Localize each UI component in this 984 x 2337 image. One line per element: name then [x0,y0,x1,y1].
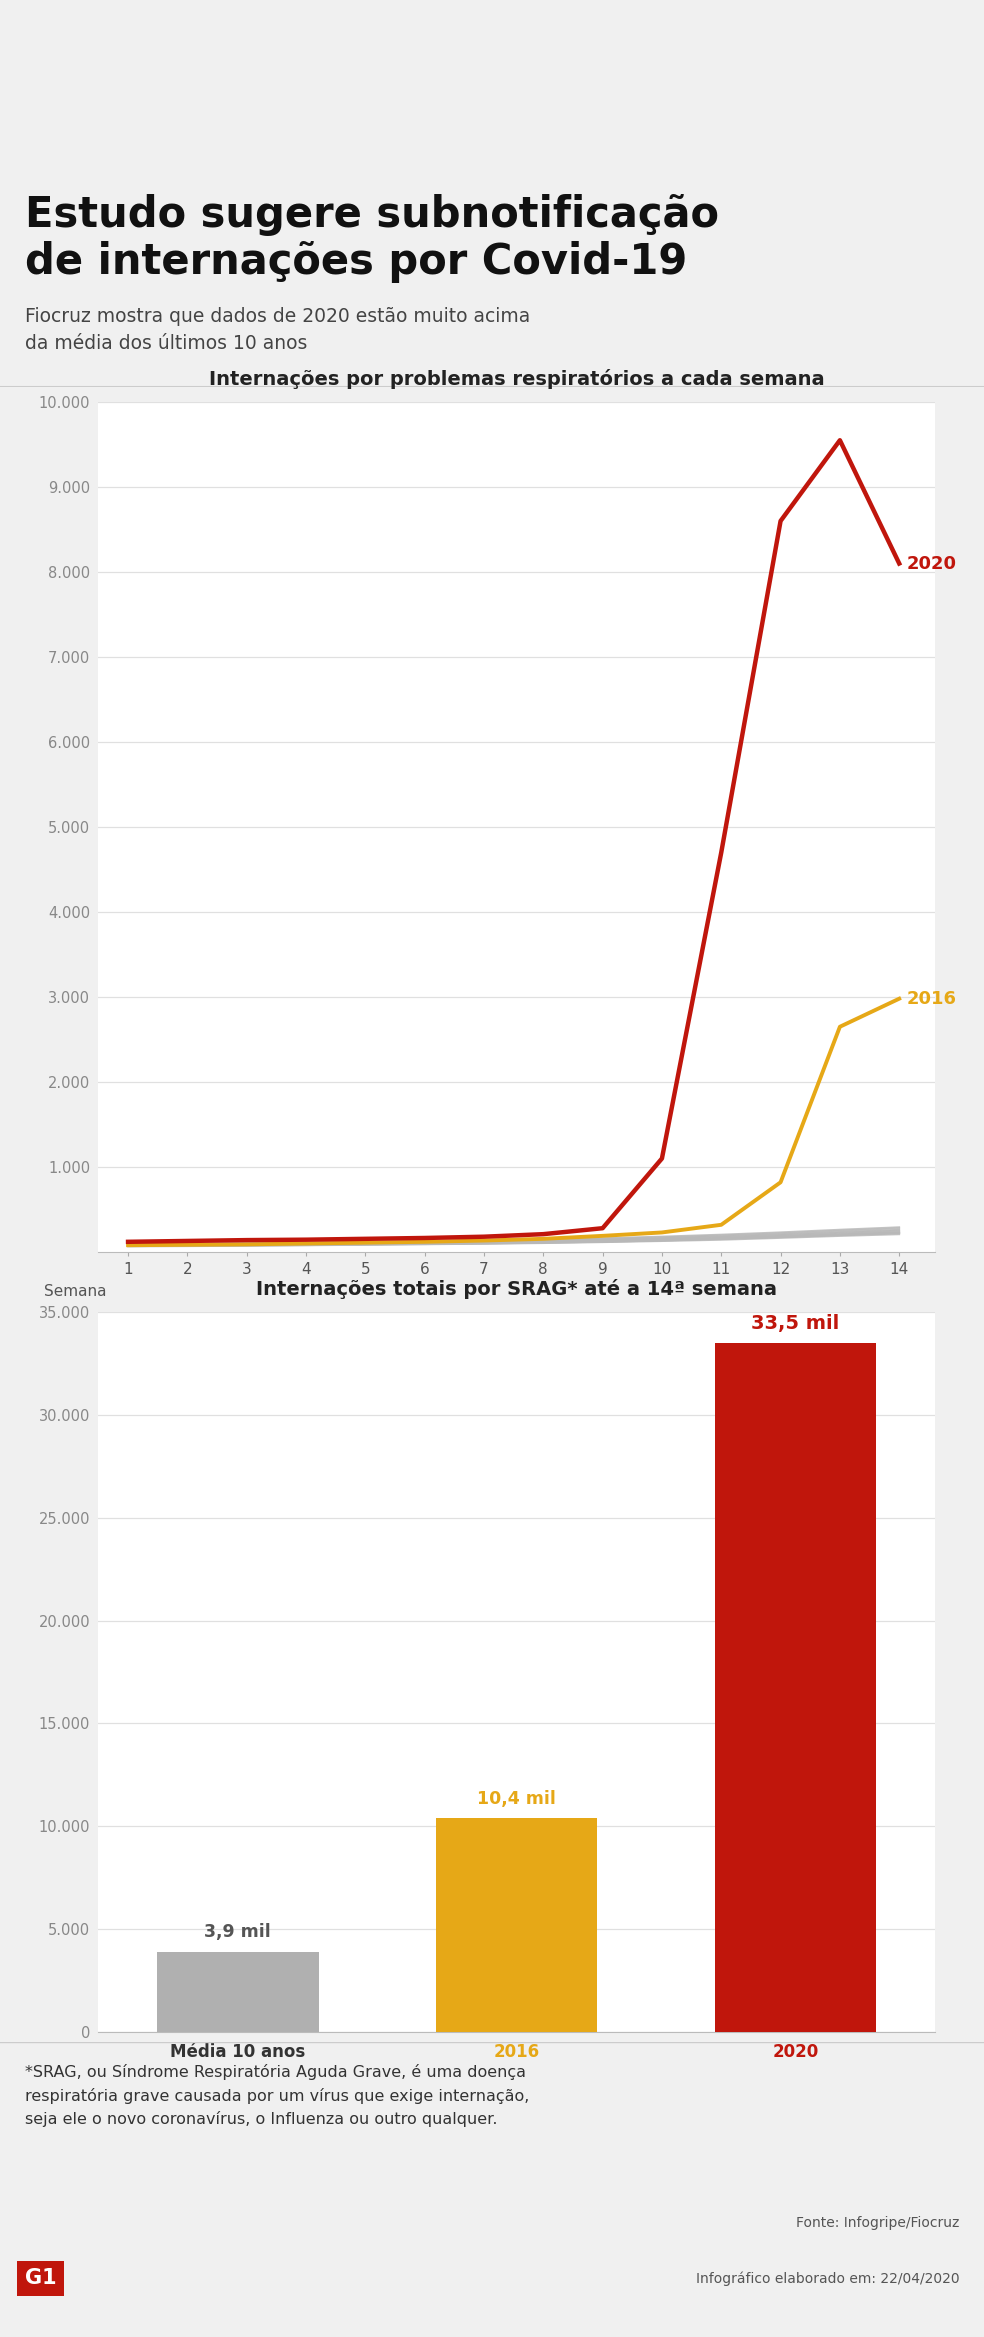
Text: G1: G1 [25,2269,56,2288]
Text: Fiocruz mostra que dados de 2020 estão muito acima
da média dos últimos 10 anos: Fiocruz mostra que dados de 2020 estão m… [25,306,529,353]
Text: 33,5 mil: 33,5 mil [751,1313,839,1332]
Text: Estudo sugere subnotificação
de internações por Covid-19: Estudo sugere subnotificação de internaç… [25,194,718,283]
Title: Internações totais por SRAG* até a 14ª semana: Internações totais por SRAG* até a 14ª s… [256,1278,777,1299]
Text: *SRAG, ou Síndrome Respiratória Aguda Grave, é uma doença
respiratória grave cau: *SRAG, ou Síndrome Respiratória Aguda Gr… [25,2064,529,2127]
Text: Semana: Semana [44,1285,106,1299]
Text: 3,9 mil: 3,9 mil [205,1923,272,1942]
Text: 2020: 2020 [906,554,956,573]
Bar [436,1818,597,2031]
Text: Infográfico elaborado em: 22/04/2020: Infográfico elaborado em: 22/04/2020 [696,2272,959,2286]
Text: 2016: 2016 [906,989,956,1007]
Text: Fonte: Infogripe/Fiocruz: Fonte: Infogripe/Fiocruz [796,2215,959,2229]
Bar [157,1951,319,2031]
Title: Internações por problemas respiratórios a cada semana: Internações por problemas respiratórios … [209,369,825,390]
Bar [714,1344,876,2031]
Text: 10,4 mil: 10,4 mil [477,1790,556,1809]
